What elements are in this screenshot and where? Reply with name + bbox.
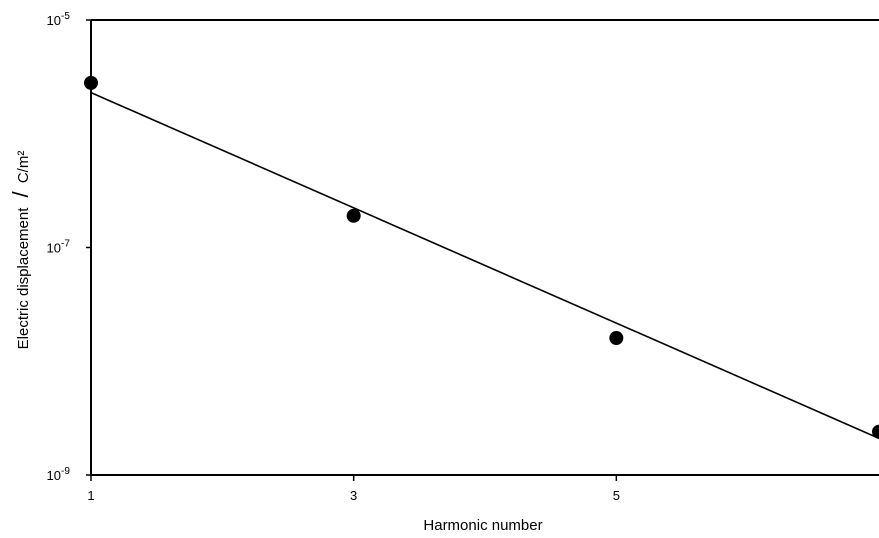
y-tick-label: 10	[47, 13, 61, 28]
data-point	[346, 208, 361, 223]
y-tick-label-base: 10	[47, 241, 61, 256]
x-tick-label: 3	[350, 488, 357, 503]
x-axis-title: Harmonic number	[423, 517, 542, 534]
y-tick-label-exponent: -5	[61, 11, 70, 22]
y-tick-label-exponent: -9	[61, 466, 70, 477]
data-point	[609, 331, 624, 346]
y-axis-title: Electric displacement / C/m²	[8, 151, 33, 350]
ticks-layer: 1 3 510-910-710-5	[47, 11, 620, 503]
y-tick-label-exponent: -7	[61, 239, 70, 250]
y-tick-label-base: 10	[47, 468, 61, 483]
x-tick-label: 5	[613, 488, 620, 503]
y-axis-separator: /	[8, 190, 33, 197]
y-axis-label: Electric displacement	[15, 207, 32, 350]
data-point	[84, 75, 98, 90]
fit-line	[90, 91, 879, 440]
x-tick-label: 1	[87, 488, 94, 503]
y-axis-title-group: Electric displacement / C/m²	[8, 151, 33, 350]
y-tick-label: 10	[47, 241, 61, 256]
y-axis-unit: C/m²	[15, 151, 32, 184]
y-tick-label-base: 10	[47, 13, 61, 28]
frame-layer	[90, 19, 879, 476]
series-layer	[84, 75, 879, 440]
y-tick-label: 10	[47, 468, 61, 483]
